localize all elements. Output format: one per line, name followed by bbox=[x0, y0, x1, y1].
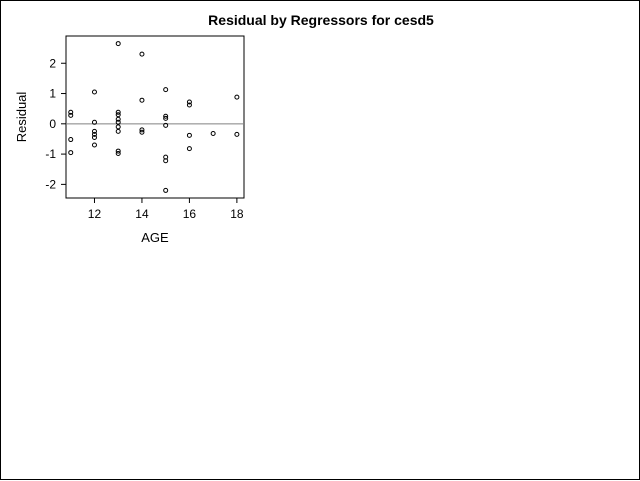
data-point bbox=[91, 142, 97, 148]
data-point bbox=[139, 129, 145, 135]
data-point bbox=[91, 89, 97, 95]
x-axis: 12 14 16 18 bbox=[88, 198, 244, 221]
data-point bbox=[115, 148, 121, 154]
x-tick-label: 12 bbox=[88, 207, 102, 221]
x-axis-label: AGE bbox=[141, 230, 169, 245]
data-point bbox=[186, 132, 192, 138]
data-point bbox=[68, 109, 74, 115]
data-point bbox=[186, 99, 192, 105]
data-point bbox=[91, 119, 97, 125]
data-point bbox=[115, 124, 121, 130]
data-point bbox=[68, 137, 74, 143]
data-point bbox=[68, 150, 74, 156]
data-point bbox=[115, 119, 121, 125]
data-point bbox=[91, 128, 97, 134]
data-point bbox=[115, 128, 121, 134]
data-point bbox=[115, 116, 121, 122]
data-point bbox=[163, 113, 169, 119]
data-point bbox=[186, 146, 192, 152]
y-tick-label: -1 bbox=[45, 147, 56, 161]
data-point bbox=[68, 112, 74, 118]
data-point bbox=[139, 51, 145, 57]
y-tick-label: 2 bbox=[49, 56, 56, 70]
data-point bbox=[163, 87, 169, 93]
data-point bbox=[210, 131, 216, 137]
data-point bbox=[163, 158, 169, 164]
chart-title: Residual by Regressors for cesd5 bbox=[208, 12, 434, 28]
data-point bbox=[115, 112, 121, 118]
y-tick-label: 1 bbox=[49, 87, 56, 101]
data-point bbox=[163, 187, 169, 193]
y-axis-label: Residual bbox=[14, 92, 29, 143]
data-point bbox=[163, 115, 169, 121]
data-point bbox=[115, 150, 121, 156]
y-tick-label: -2 bbox=[45, 177, 56, 191]
data-point bbox=[91, 134, 97, 140]
plot-area bbox=[65, 35, 245, 199]
data-point bbox=[234, 131, 240, 137]
data-point bbox=[234, 94, 240, 100]
data-point bbox=[115, 109, 121, 115]
data-point bbox=[186, 102, 192, 108]
data-point bbox=[115, 41, 121, 47]
y-axis: -2 -1 0 1 2 bbox=[45, 56, 66, 191]
data-point bbox=[139, 97, 145, 103]
data-points bbox=[68, 41, 240, 193]
data-point bbox=[139, 127, 145, 133]
x-tick-label: 18 bbox=[230, 207, 244, 221]
data-point bbox=[91, 131, 97, 137]
data-point bbox=[163, 122, 169, 128]
y-tick-label: 0 bbox=[49, 117, 56, 131]
x-tick-label: 16 bbox=[183, 207, 197, 221]
x-tick-label: 14 bbox=[135, 207, 149, 221]
